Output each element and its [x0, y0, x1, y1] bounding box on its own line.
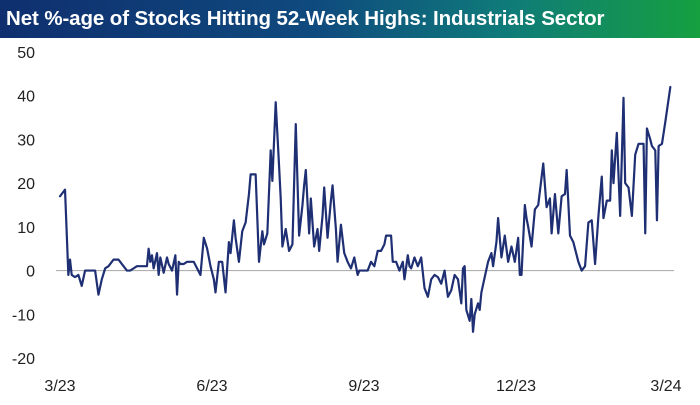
y-tick-label: 50 — [17, 45, 35, 62]
chart-title: Net %-age of Stocks Hitting 52-Week High… — [6, 7, 605, 30]
y-tick-label: -20 — [12, 351, 35, 368]
y-tick-label: -10 — [12, 307, 35, 324]
y-tick-label: 10 — [17, 220, 35, 237]
x-tick-label: 3/23 — [44, 378, 75, 395]
x-axis: 3/23 6/23 9/23 12/23 3/24 — [44, 378, 681, 395]
x-tick-label: 12/23 — [496, 378, 536, 395]
x-tick-label: 6/23 — [196, 378, 227, 395]
y-axis: 50 40 30 20 10 0 -10 -20 — [12, 45, 35, 368]
y-tick-label: 40 — [17, 89, 35, 106]
x-tick-label: 9/23 — [348, 378, 379, 395]
series-line — [58, 85, 672, 333]
y-tick-label: 30 — [17, 132, 35, 149]
y-tick-label: 0 — [26, 264, 35, 281]
y-tick-label: 20 — [17, 176, 35, 193]
x-tick-label: 3/24 — [650, 378, 681, 395]
title-bar: Net %-age of Stocks Hitting 52-Week High… — [0, 0, 700, 38]
series-layer — [58, 85, 672, 333]
